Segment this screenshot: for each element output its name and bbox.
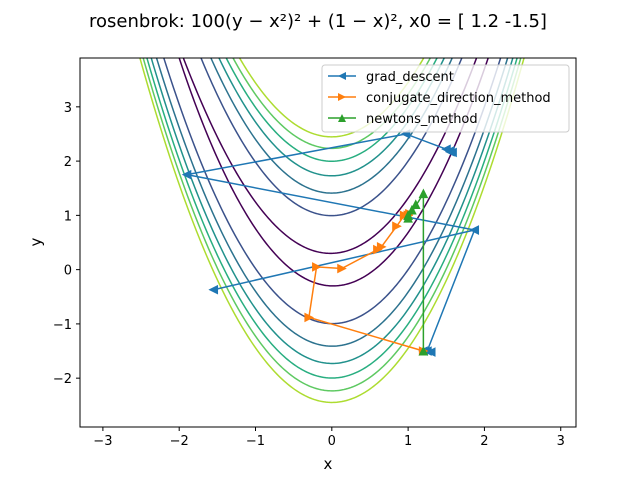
y-tick-label: 3 [64, 101, 72, 116]
legend: grad_descent conjugate_direction_methodne… [321, 64, 570, 133]
x-axis-ticks: −3 −2 −1 0 1 2 3 [93, 427, 565, 449]
x-tick-label: 3 [557, 434, 565, 449]
data-point-grad_descent [181, 169, 192, 180]
data-point-grad_descent [208, 284, 219, 295]
x-tick-label: 2 [480, 434, 488, 449]
data-point-newtons_method [418, 345, 429, 356]
legend-marker [338, 114, 346, 122]
contour-line [155, 58, 509, 347]
data-point-newtons_method [418, 188, 429, 199]
data-point-newtons_method [407, 204, 417, 215]
x-tick-label: 0 [328, 434, 336, 449]
x-axis-label: x [324, 455, 333, 473]
data-point-conjugate_direction_method [304, 312, 315, 323]
legend-marker [338, 93, 346, 101]
data-point-conjugate_direction_method [376, 242, 387, 252]
data-point-conjugate_direction_method [337, 263, 347, 274]
contour-line [200, 58, 463, 217]
y-tick-label: 1 [64, 209, 72, 224]
contour-line [210, 58, 453, 194]
x-tick-label: 1 [404, 434, 412, 449]
y-tick-label: 2 [64, 155, 72, 170]
contour-line [178, 58, 489, 287]
series-line-grad_descent [186, 133, 476, 353]
y-tick-label: −1 [53, 318, 72, 333]
legend-label: conjugate_direction_method [366, 91, 551, 106]
legend-marker [338, 72, 346, 80]
y-tick-label: −2 [53, 372, 72, 387]
legend-label: newtons_method [366, 112, 478, 127]
legend-box [321, 64, 570, 133]
x-tick-label: −3 [93, 434, 112, 449]
legend-label: grad_descent [366, 70, 454, 85]
contour-line [225, 58, 438, 162]
y-tick-label: 0 [64, 264, 72, 279]
plot-frame [79, 57, 577, 428]
data-point-newtons_method [410, 199, 421, 210]
y-axis-ticks: −2 −1 0 1 2 3 [53, 101, 80, 387]
optimizer-paths [181, 129, 480, 357]
contour-line [146, 58, 518, 379]
contour-line [238, 58, 425, 138]
contour-line [182, 58, 478, 255]
contour-line [218, 58, 446, 177]
data-point-newtons_method [403, 210, 413, 220]
y-axis-label: y [27, 237, 45, 246]
data-point-grad_descent [469, 225, 480, 235]
x-tick-label: −2 [170, 434, 189, 449]
contour-line [150, 58, 514, 365]
chart-title: rosenbrok: 100(y − x²)² + (1 − x)², x0 =… [89, 11, 547, 32]
data-point-conjugate_direction_method [312, 262, 322, 272]
data-point-grad_descent [447, 147, 457, 158]
data-point-conjugate_direction_method [392, 221, 402, 232]
x-tick-label: −1 [246, 434, 265, 449]
